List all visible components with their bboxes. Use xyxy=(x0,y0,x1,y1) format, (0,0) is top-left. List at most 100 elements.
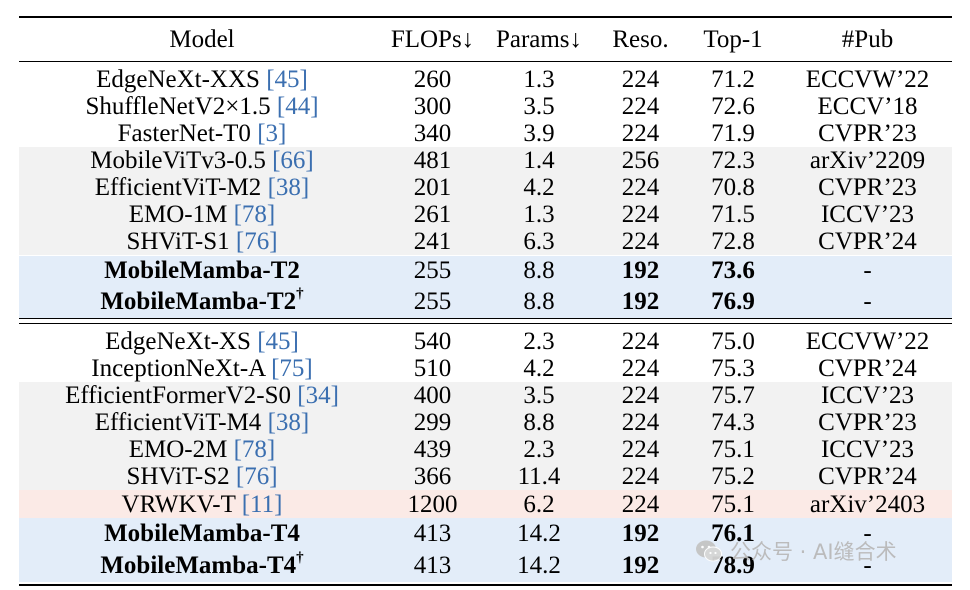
citation-number[interactable]: 3 xyxy=(265,120,279,147)
cell-params: 2.3 xyxy=(523,328,555,355)
table-row: MobileMamba-T2 255 8.8 192 73.6 - xyxy=(19,256,952,284)
cell-top1: 75.2 xyxy=(711,463,755,490)
citation-link[interactable]: [78] xyxy=(233,201,276,228)
cell-reso: 256 xyxy=(621,147,660,174)
header-pub: #Pub xyxy=(841,25,894,53)
citation-link[interactable]: [45] xyxy=(257,328,299,355)
cell-reso: 192 xyxy=(621,551,660,579)
cell-flops: 299 xyxy=(413,409,452,436)
cell-reso: 224 xyxy=(621,174,660,201)
citation-link[interactable]: [75] xyxy=(271,355,313,382)
cell-pub: CVPR’23 xyxy=(818,409,917,436)
table-row: FasterNet-T0 [3] 340 3.9 224 71.9 CVPR’23 xyxy=(19,120,952,147)
cell-flops: 255 xyxy=(413,287,452,315)
cell-pub: CVPR’23 xyxy=(818,174,917,201)
citation-number[interactable]: 78 xyxy=(241,201,267,228)
citation-link[interactable]: [38] xyxy=(267,409,310,436)
cell-flops: 201 xyxy=(413,174,452,201)
citation-number[interactable]: 78 xyxy=(241,436,267,463)
cell-params: 3.5 xyxy=(523,382,555,409)
citation-link[interactable]: [3] xyxy=(257,120,287,147)
citation-link[interactable]: [44] xyxy=(276,93,319,120)
model-name: ShuffleNetV2×1.5 xyxy=(85,93,271,120)
cell-pub: - xyxy=(863,519,872,547)
citation-number[interactable]: 66 xyxy=(280,147,306,174)
citation-link[interactable]: [76] xyxy=(235,463,278,490)
cell-top1: 71.9 xyxy=(711,120,755,147)
cell-reso: 224 xyxy=(621,463,660,490)
table-row: EfficientFormerV2-S0 [34] 400 3.5 224 75.7 IC… xyxy=(19,382,952,409)
citation-number[interactable]: 38 xyxy=(275,409,301,436)
cell-model: EfficientViT-M2 [38] xyxy=(19,175,385,200)
citation-number[interactable]: 76 xyxy=(244,228,270,255)
model-name: EfficientViT-M4 xyxy=(94,409,262,436)
cell-pub: arXiv’2209 xyxy=(809,147,926,174)
cell-reso: 192 xyxy=(621,256,660,284)
cell-model: SHViT-S2 [76] xyxy=(19,464,385,489)
model-name: EMO-1M xyxy=(128,201,228,228)
model-name: SHViT-S1 xyxy=(126,228,230,255)
model-name: MobileMamba-T4 xyxy=(100,551,297,579)
cell-flops: 413 xyxy=(413,551,452,579)
cell-flops: 260 xyxy=(413,66,452,93)
cell-params: 8.8 xyxy=(523,409,555,436)
cell-params: 11.4 xyxy=(517,463,561,490)
cell-flops: 1200 xyxy=(407,490,458,518)
citation-number[interactable]: 38 xyxy=(275,174,301,201)
citation-number[interactable]: 44 xyxy=(285,93,311,120)
cell-flops: 510 xyxy=(413,355,452,382)
cell-model: ShuffleNetV2×1.5 [44] xyxy=(19,94,385,119)
cell-reso: 192 xyxy=(621,519,660,547)
citation-link[interactable]: [38] xyxy=(267,174,310,201)
cell-model: MobileMamba-T4† xyxy=(19,550,385,579)
cell-reso: 224 xyxy=(621,355,660,382)
header-params: Params↓ xyxy=(495,25,583,53)
citation-number[interactable]: 75 xyxy=(279,355,305,382)
cell-model: EMO-2M [78] xyxy=(19,437,385,462)
cell-model: MobileMamba-T4 xyxy=(19,521,385,546)
cell-pub: CVPR’23 xyxy=(818,120,917,147)
cell-model: MobileMamba-T2 xyxy=(19,258,385,283)
cell-params: 1.3 xyxy=(523,201,555,228)
cell-model: SHViT-S1 [76] xyxy=(19,229,385,254)
table-row: EfficientViT-M2 [38] 201 4.2 224 70.8 CVPR’23 xyxy=(19,174,952,201)
model-name: FasterNet-T0 xyxy=(117,120,251,147)
cell-top1: 75.7 xyxy=(711,382,755,409)
table-row: MobileViTv3-0.5 [66] 481 1.4 256 72.3 arXiv’2… xyxy=(19,147,952,174)
citation-number[interactable]: 45 xyxy=(265,328,291,355)
citation-number[interactable]: 45 xyxy=(274,66,300,93)
citation-link[interactable]: [78] xyxy=(233,436,276,463)
citation-link[interactable]: [76] xyxy=(235,228,278,255)
cell-params: 8.8 xyxy=(523,287,555,315)
cell-reso: 224 xyxy=(621,66,660,93)
citation-number[interactable]: 11 xyxy=(250,490,275,518)
model-name: MobileMamba-T2 xyxy=(100,287,297,315)
cell-flops: 241 xyxy=(413,228,452,255)
citation-link[interactable]: [11] xyxy=(241,490,283,518)
cell-flops: 439 xyxy=(413,436,452,463)
model-name: VRWKV-T xyxy=(121,490,236,518)
table-row: MobileMamba-T2† 255 8.8 192 76.9 - xyxy=(19,284,952,318)
cell-model: EfficientFormerV2-S0 [34] xyxy=(19,383,385,408)
table-row: ShuffleNetV2×1.5 [44] 300 3.5 224 72.6 ECCV’1… xyxy=(19,93,952,120)
table-row: MobileMamba-T4† 413 14.2 192 78.9- xyxy=(19,548,952,582)
table-row: EfficientViT-M4 [38] 299 8.8 224 74.3 CVPR’23 xyxy=(19,409,952,436)
cell-pub: ECCV’18 xyxy=(817,93,918,120)
cell-params: 4.2 xyxy=(523,355,555,382)
cell-top1: 75.3 xyxy=(711,355,755,382)
cell-reso: 224 xyxy=(621,93,660,120)
citation-number[interactable]: 76 xyxy=(244,463,270,490)
table-row: EMO-2M [78] 439 2.3 224 75.1 ICCV’23 xyxy=(19,436,952,463)
citation-link[interactable]: [34] xyxy=(297,382,339,409)
dagger-mark: † xyxy=(296,285,304,302)
cell-model: EMO-1M [78] xyxy=(19,202,385,227)
model-name: MobileMamba-T4 xyxy=(104,519,300,547)
citation-link[interactable]: [45] xyxy=(266,66,308,93)
citation-number[interactable]: 34 xyxy=(305,382,331,409)
cell-model: EdgeNeXt-XXS [45] xyxy=(19,67,385,92)
cell-reso: 224 xyxy=(621,382,660,409)
cell-pub: ECCVW’22 xyxy=(805,328,930,355)
cell-top1: 74.3 xyxy=(711,409,755,436)
cell-top1: 72.6 xyxy=(711,93,755,120)
citation-link[interactable]: [66] xyxy=(272,147,314,174)
